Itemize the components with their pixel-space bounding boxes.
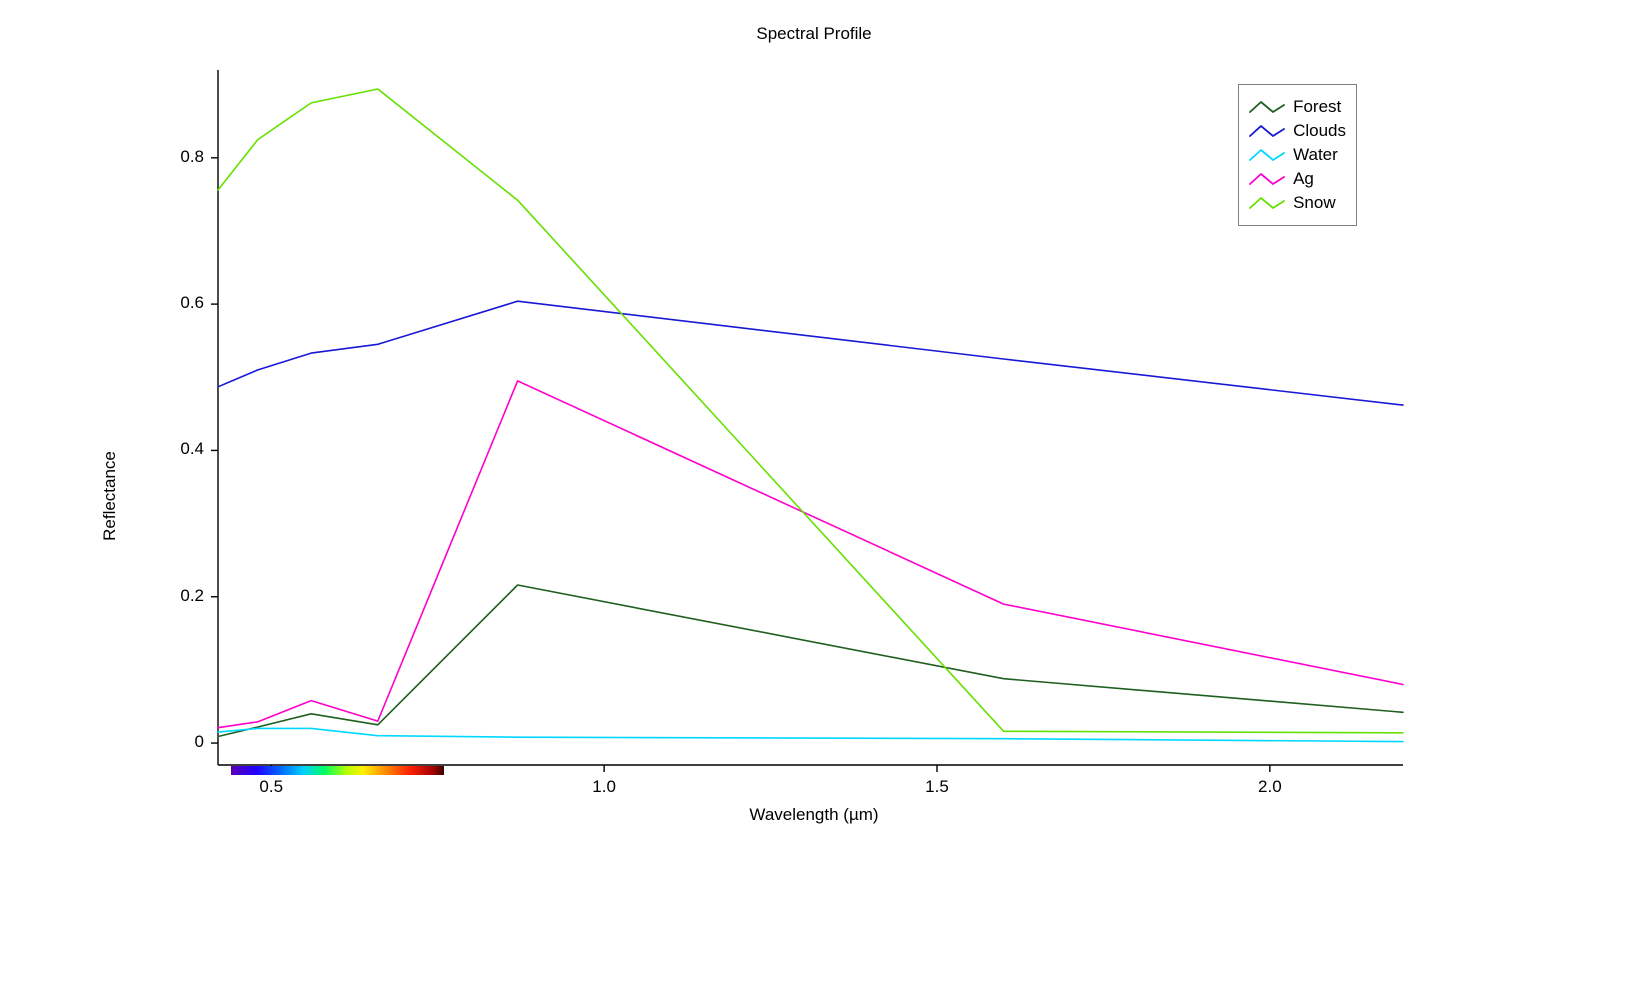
legend-label: Water — [1293, 145, 1338, 165]
x-axis-label: Wavelength (µm) — [0, 805, 1628, 825]
x-tick-label: 1.0 — [584, 777, 624, 797]
legend-swatch-icon — [1249, 194, 1285, 212]
series-snow — [218, 89, 1403, 733]
visible-spectrum-band — [231, 766, 444, 775]
plot-area — [0, 0, 1628, 992]
legend-label: Clouds — [1293, 121, 1346, 141]
x-tick-label: 0.5 — [251, 777, 291, 797]
series-ag — [218, 381, 1403, 728]
y-tick-label: 0.4 — [180, 439, 204, 459]
legend-item: Water — [1249, 145, 1346, 165]
legend-swatch-icon — [1249, 122, 1285, 140]
legend-swatch-icon — [1249, 170, 1285, 188]
y-tick-label: 0.8 — [180, 147, 204, 167]
x-tick-label: 1.5 — [917, 777, 957, 797]
legend-label: Ag — [1293, 169, 1314, 189]
legend-item: Clouds — [1249, 121, 1346, 141]
y-tick-label: 0.2 — [180, 586, 204, 606]
series-clouds — [218, 301, 1403, 405]
legend-label: Snow — [1293, 193, 1336, 213]
y-tick-label: 0.6 — [180, 293, 204, 313]
y-tick-label: 0 — [195, 732, 204, 752]
spectral-profile-chart: Spectral Profile Reflectance Wavelength … — [0, 0, 1628, 992]
legend-item: Snow — [1249, 193, 1346, 213]
x-tick-label: 2.0 — [1250, 777, 1290, 797]
series-forest — [218, 585, 1403, 737]
legend-swatch-icon — [1249, 146, 1285, 164]
legend-swatch-icon — [1249, 98, 1285, 116]
legend: Forest Clouds Water Ag Snow — [1238, 84, 1357, 226]
legend-item: Forest — [1249, 97, 1346, 117]
legend-label: Forest — [1293, 97, 1341, 117]
legend-item: Ag — [1249, 169, 1346, 189]
series-water — [218, 728, 1403, 741]
